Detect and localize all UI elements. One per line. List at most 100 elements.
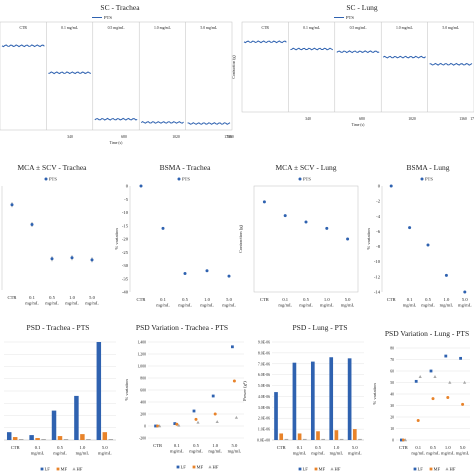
sc-lung-plot-frame: [241, 21, 474, 113]
psd-var-lung-y-label: % variation: [372, 383, 377, 405]
psd-var-trachea-legend-label-0: LF: [181, 465, 187, 470]
psd-trachea-tick-label-1: mg/mL: [31, 451, 45, 456]
psd-var-trachea-y-tick-3: 800: [140, 377, 146, 381]
psd-var-lung-tick-label-2: mg/mL: [426, 451, 440, 456]
psd-var-trachea-point-LF-1: [173, 422, 177, 425]
bsma-lung-y-tick-5: -10: [374, 259, 381, 264]
sc-trachea-segment-label-1: 0.1 mg/mL: [61, 26, 79, 30]
mca-trachea-tick-label-0: CTR: [8, 295, 18, 300]
mca-lung-point-4: [346, 237, 350, 241]
psd-lung-bar-LF-1: [292, 362, 297, 440]
bsma-trachea-tick-label-4: mg/mL: [222, 303, 236, 308]
sc-lung-trace-3: [382, 55, 426, 59]
psd-var-trachea-point-HF-3: [215, 420, 219, 423]
psd-var-lung-point-HF-3: [448, 380, 452, 384]
mca-trachea-tick-label-3: mg/mL: [65, 301, 79, 306]
sc-lung-x-tick-2: 1020: [408, 117, 416, 121]
psd-var-trachea-point-LF-2: [192, 409, 196, 413]
sc-trachea-trace-1: [48, 71, 92, 75]
psd-lung-y-tick-0: 9.0E-06: [258, 341, 270, 345]
psd-var-lung-tick-label-2: 0.5: [430, 445, 436, 450]
mca-lung-tick-label-2: 0.5: [303, 297, 309, 302]
psd-lung-legend-marker-0: [298, 467, 302, 471]
bsma-trachea-point-4: [227, 274, 231, 278]
psd-lung-tick-label-4: 5.0: [352, 445, 358, 450]
bsma-lung-y-tick-0: 0: [378, 184, 381, 189]
mca-lung-tick-label-4: 5.0: [345, 297, 351, 302]
mca-lung-tick-label-1: 0.1: [282, 297, 288, 302]
sc-lung-trace-0: [243, 40, 287, 44]
psd-var-trachea-legend-marker-0: [176, 465, 180, 469]
psd-var-lung-y-tick-2: 60: [390, 370, 394, 374]
psd-var-lung-y-tick-1: 70: [390, 358, 394, 362]
psd-var-trachea-point-LF-3: [211, 394, 215, 398]
psd-trachea-legend-marker-1: [56, 467, 60, 471]
mca-trachea-tick-label-4: mg/mL: [85, 301, 99, 306]
psd-var-trachea-y-tick-6: 200: [140, 413, 146, 417]
sc-trachea-segment-label-4: 5.0 mg/mL: [200, 26, 218, 30]
sc-lung-x-tick-0: 340: [305, 117, 311, 121]
psd-var-trachea-legend-label-2: HF: [213, 465, 219, 470]
bsma-lung-tick-label-2: 0.5: [425, 297, 431, 302]
psd-lung-bar-MF-2: [316, 431, 320, 440]
psd-var-lung-legend-marker-2: [445, 467, 449, 471]
bsma-trachea-tick-label-3: 1.0: [204, 297, 210, 302]
bsma-lung-legend-marker: [420, 177, 424, 181]
sc-lung-y-label: Contraction (g): [232, 55, 236, 79]
mca-trachea-tick-label-3: 1.0: [69, 295, 75, 300]
sc-trachea-segment-label-2: 0.5 mg/mL: [108, 26, 126, 30]
psd-lung-y-label: Power (g²): [242, 381, 247, 401]
bsma-trachea-tick-label-0: CTR: [137, 297, 147, 302]
psd-var-lung-point-MF-3: [446, 395, 450, 399]
psd-lung-bar-LF-0: [274, 392, 278, 440]
psd-lung-y-tick-1: 8.0E-06: [258, 351, 270, 355]
psd-trachea-tick-label-2: 0.5: [57, 445, 63, 450]
bsma-lung-y-tick-3: -6: [376, 229, 381, 234]
sc-lung-title: SC - Lung: [346, 3, 378, 12]
psd-trachea-bar-LF-0: [6, 432, 12, 440]
psd-var-lung-point-MF-4: [461, 402, 465, 406]
psd-var-trachea-point-HF-1: [177, 423, 181, 427]
psd-trachea-bar-MF-3: [80, 434, 85, 440]
psd-lung-tick-label-3: 1.0: [334, 445, 340, 450]
mca-lung-title: MCA ± SCV - Lung: [275, 163, 336, 172]
bsma-trachea-legend-label: PTS: [182, 177, 190, 182]
psd-lung-y-tick-4: 5.0E-06: [258, 384, 270, 388]
psd-lung-bar-HF-2: [321, 438, 326, 440]
psd-lung-bar-HF-4: [358, 438, 362, 440]
psd-var-trachea-y-tick-2: 1,000: [137, 365, 146, 370]
bsma-lung-tick-label-3: 1.0: [444, 297, 450, 302]
bsma-trachea-y-tick-1: -5: [124, 197, 129, 202]
bsma-trachea-point-1: [161, 226, 165, 230]
psd-var-lung-y-tick-5: 30: [390, 404, 394, 408]
mca-lung-point-3: [325, 226, 329, 230]
psd-trachea-tick-label-1: 0.1: [35, 445, 41, 450]
psd-trachea-tick-label-2: mg/mL: [53, 451, 67, 456]
bsma-lung-title: BSMA - Lung: [407, 163, 450, 172]
psd-var-trachea-tick-label-3: mg/mL: [208, 449, 222, 454]
psd-lung-bar-HF-3: [339, 438, 344, 440]
psd-trachea-bar-LF-4: [96, 342, 102, 440]
bsma-lung-y-label: % variation: [366, 228, 371, 250]
mca-trachea-point-4: [90, 258, 94, 262]
mca-lung-tick-label-1: mg/mL: [278, 303, 292, 308]
psd-trachea-legend-label-0: LF: [45, 467, 51, 472]
psd-var-lung-tick-label-4: 5.0: [460, 445, 466, 450]
psd-lung-y-tick-6: 3.0E-06: [258, 406, 270, 410]
psd-var-lung-tick-label-4: mg/mL: [456, 451, 470, 456]
bsma-lung-y-tick-2: -4: [376, 214, 381, 219]
psd-trachea-tick-label-4: 5.0: [102, 445, 108, 450]
sc-lung-trace-2: [336, 50, 380, 54]
bsma-lung-y-tick-7: -14: [374, 290, 381, 295]
mca-trachea-tick-label-1: 0.1: [29, 295, 35, 300]
bsma-trachea-point-3: [205, 269, 209, 273]
psd-lung-y-tick-5: 4.0E-06: [258, 395, 270, 399]
psd-var-trachea-point-HF-4: [234, 415, 238, 419]
sc-lung-segment-label-0: CTR: [262, 26, 270, 30]
psd-lung-bar-MF-0: [279, 433, 284, 440]
psd-trachea-bar-HF-0: [18, 439, 24, 440]
bsma-trachea-title: BSMA - Trachea: [160, 163, 212, 172]
mca-lung-tick-label-3: mg/mL: [320, 303, 334, 308]
mca-lung-tick-label-0: CTR: [260, 297, 270, 302]
